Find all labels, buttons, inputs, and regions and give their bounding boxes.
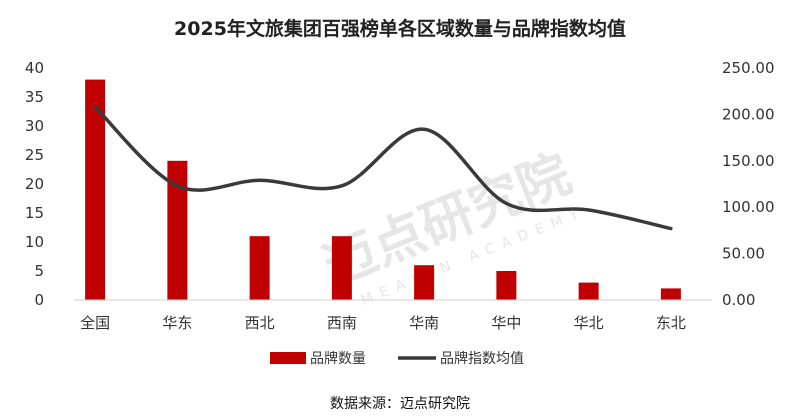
watermark: 迈点研究院 MEADIN ACADEMY (316, 144, 589, 309)
left-y-tick-label: 0 (34, 291, 44, 309)
bar-全国 (85, 79, 106, 300)
left-y-tick-label: 40 (25, 59, 44, 77)
x-tick-label: 华中 (491, 314, 521, 332)
left-y-tick-label: 5 (34, 262, 44, 280)
right-y-tick-label: 200.00 (722, 105, 775, 123)
left-y-tick-label: 20 (25, 175, 44, 193)
bar-华东 (167, 160, 188, 300)
x-tick-label: 东北 (656, 314, 686, 332)
right-y-tick-label: 0.00 (722, 291, 755, 309)
right-y-tick-label: 50.00 (722, 245, 765, 263)
line-series-path (93, 105, 673, 231)
x-tick-label: 华北 (574, 314, 604, 332)
bar-西北 (249, 236, 270, 300)
bar-华北 (578, 282, 599, 300)
left-y-tick-label: 35 (25, 88, 44, 106)
x-tick-label: 全国 (80, 314, 110, 332)
bar-东北 (660, 288, 681, 300)
x-tick-label: 西北 (245, 314, 275, 332)
legend-line-label: 品牌指数均值 (440, 350, 524, 367)
x-tick-label: 华南 (409, 314, 439, 332)
left-y-tick-label: 10 (25, 233, 44, 251)
legend-bar-swatch (270, 352, 306, 364)
right-y-tick-label: 150.00 (722, 152, 775, 170)
left-y-tick-label: 15 (25, 204, 44, 222)
bar-华中 (496, 271, 517, 300)
right-y-tick-label: 250.00 (722, 59, 775, 77)
source-note: 数据来源：迈点研究院 (330, 396, 470, 412)
legend-bar-label: 品牌数量 (310, 350, 366, 367)
right-y-tick-label: 100.00 (722, 198, 775, 216)
bar-西南 (331, 236, 352, 300)
left-y-tick-label: 25 (25, 146, 44, 164)
x-tick-label: 西南 (327, 314, 357, 332)
chart-title: 2025年文旅集团百强榜单各区域数量与品牌指数均值 (174, 18, 626, 40)
left-y-tick-label: 30 (25, 117, 44, 135)
bar-华南 (414, 265, 435, 300)
x-tick-label: 华东 (162, 314, 192, 332)
